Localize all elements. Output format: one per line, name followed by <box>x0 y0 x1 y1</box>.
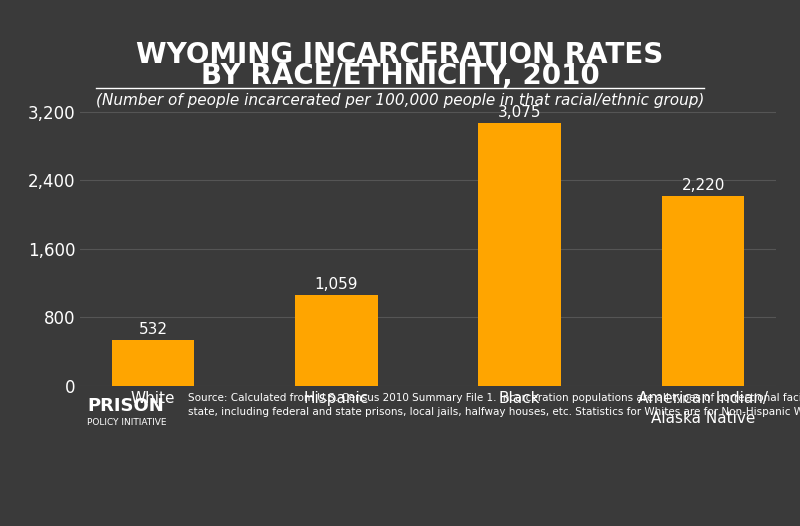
Text: 2,220: 2,220 <box>682 178 725 193</box>
Text: 3,075: 3,075 <box>498 105 542 119</box>
Text: BY RACE/ETHNICITY, 2010: BY RACE/ETHNICITY, 2010 <box>201 62 599 90</box>
Bar <box>112 340 194 386</box>
Text: POLICY INITIATIVE: POLICY INITIATIVE <box>87 418 166 427</box>
Text: (Number of people incarcerated per 100,000 people in that racial/ethnic group): (Number of people incarcerated per 100,0… <box>96 94 704 108</box>
Bar <box>478 123 561 386</box>
Text: Source: Calculated from U.S. Census 2010 Summary File 1. Incarceration populatio: Source: Calculated from U.S. Census 2010… <box>188 393 800 417</box>
Text: PRISON: PRISON <box>87 397 164 416</box>
Text: WYOMING INCARCERATION RATES: WYOMING INCARCERATION RATES <box>136 41 664 69</box>
Text: 532: 532 <box>138 322 167 337</box>
Bar <box>295 295 378 386</box>
Text: 1,059: 1,059 <box>314 277 358 292</box>
Bar <box>662 196 744 386</box>
